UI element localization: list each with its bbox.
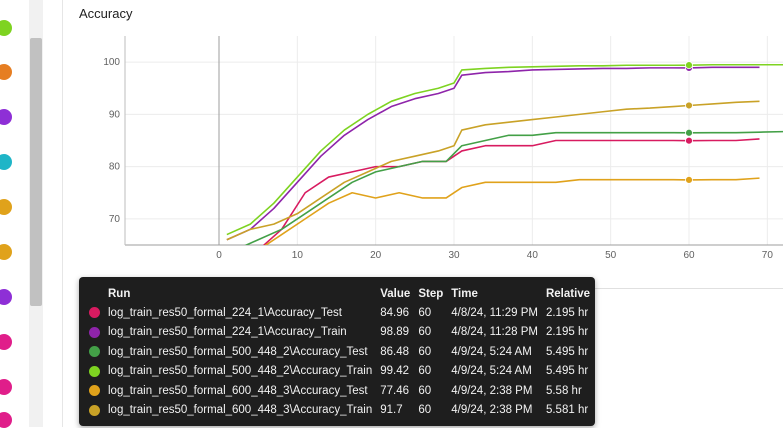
tooltip-cell-step: 60 <box>418 306 432 319</box>
tooltip-row-swatch-cell <box>85 362 104 382</box>
accuracy-line-chart[interactable]: 70 80 90 100 0 10 20 30 40 50 60 70 <box>90 28 783 268</box>
tooltip-cell-relative: 5.581 hr <box>545 404 589 417</box>
tooltip-header-row: Run Value Step Time Relative <box>85 285 594 303</box>
tooltip-row: log_train_res50_formal_224_1\Accuracy_Te… <box>85 303 594 323</box>
tooltip-cell-time: 4/8/24, 11:29 PM <box>451 306 538 319</box>
panel-divider <box>62 0 63 427</box>
tooltip-cell-value: 91.7 <box>380 404 403 417</box>
chart-tooltip: Run Value Step Time Relative log_train_r… <box>79 277 595 426</box>
tooltip-cell-run: log_train_res50_formal_500_448_2\Accurac… <box>108 365 373 378</box>
tooltip-header-run: Run <box>108 288 131 300</box>
run-toggle-dot[interactable] <box>0 334 12 350</box>
tooltip-cell-step: 60 <box>418 404 432 417</box>
tooltip-row: log_train_res50_formal_600_448_3\Accurac… <box>85 401 594 421</box>
y-tick-label: 80 <box>109 162 121 173</box>
tooltip-header-time: Time <box>451 288 478 300</box>
tooltip-cell-run: log_train_res50_formal_224_1\Accuracy_Te… <box>108 306 342 319</box>
tooltip-row-swatch-cell <box>85 323 104 343</box>
tooltip-cell-relative: 2.195 hr <box>545 326 589 339</box>
x-tick-label: 50 <box>605 250 617 261</box>
tooltip-cell-step: 60 <box>418 345 432 358</box>
run-toggle-dot[interactable] <box>0 109 12 125</box>
tooltip-cell-value: 98.89 <box>380 326 410 339</box>
hover-point-marker <box>685 61 693 70</box>
sidebar-scrollbar-thumb[interactable] <box>30 38 42 306</box>
tooltip-row-swatch-cell <box>85 303 104 323</box>
x-tick-label: 30 <box>448 250 460 261</box>
x-tick-label: 60 <box>683 250 695 261</box>
hover-point-marker <box>685 128 693 137</box>
hover-point-marker <box>685 101 693 110</box>
run-color-swatch <box>89 346 100 358</box>
tooltip-row: log_train_res50_formal_224_1\Accuracy_Tr… <box>85 323 594 343</box>
card-bottom-border <box>595 288 783 289</box>
series-line <box>226 63 783 236</box>
tooltip-header-swatch <box>85 285 104 303</box>
series-line <box>226 66 760 241</box>
tooltip-cell-run: log_train_res50_formal_224_1\Accuracy_Tr… <box>108 326 347 339</box>
run-color-strip <box>0 0 30 428</box>
tooltip-cell-relative: 2.195 hr <box>545 306 589 319</box>
tooltip-row: log_train_res50_formal_500_448_2\Accurac… <box>85 342 594 362</box>
tooltip-header-value: Value <box>380 288 411 300</box>
run-toggle-dot[interactable] <box>0 289 12 305</box>
tooltip-table: Run Value Step Time Relative log_train_r… <box>85 285 594 420</box>
series-line <box>226 100 760 241</box>
tooltip-cell-step: 60 <box>418 326 432 339</box>
run-color-swatch <box>89 365 100 377</box>
tooltip-cell-value: 84.96 <box>380 306 410 319</box>
series-line <box>262 138 760 245</box>
tooltip-cell-value: 99.42 <box>380 365 410 378</box>
run-toggle-dot[interactable] <box>0 154 12 170</box>
tooltip-header-step: Step <box>418 288 444 300</box>
y-tick-label: 90 <box>109 109 121 120</box>
tooltip-cell-value: 86.48 <box>380 345 410 358</box>
tooltip-row-swatch-cell <box>85 381 104 401</box>
tooltip-cell-relative: 5.495 hr <box>545 365 589 378</box>
series-line <box>264 177 760 245</box>
tooltip-cell-run: log_train_res50_formal_600_448_3\Accurac… <box>108 384 368 397</box>
tooltip-header-relative: Relative <box>545 288 591 300</box>
run-color-swatch <box>89 404 100 416</box>
run-toggle-dot[interactable] <box>0 244 12 260</box>
run-toggle-dot[interactable] <box>0 412 12 428</box>
tooltip-cell-run: log_train_res50_formal_600_448_3\Accurac… <box>108 404 373 417</box>
tooltip-cell-time: 4/8/24, 11:28 PM <box>451 326 538 339</box>
y-tick-label: 100 <box>103 57 120 68</box>
chart-card-title: Accuracy <box>79 6 133 21</box>
tooltip-cell-time: 4/9/24, 5:24 AM <box>451 345 532 358</box>
x-tick-label: 10 <box>292 250 304 261</box>
tooltip-cell-value: 77.46 <box>380 384 410 397</box>
run-toggle-dot[interactable] <box>0 20 12 36</box>
tooltip-cell-time: 4/9/24, 2:38 PM <box>451 404 533 417</box>
hover-point-marker <box>685 136 693 145</box>
tooltip-cell-time: 4/9/24, 5:24 AM <box>451 365 532 378</box>
run-toggle-dot[interactable] <box>0 379 12 395</box>
run-color-swatch <box>89 307 100 319</box>
x-tick-label: 20 <box>370 250 382 261</box>
tooltip-row: log_train_res50_formal_500_448_2\Accurac… <box>85 362 594 382</box>
run-toggle-dot[interactable] <box>0 199 12 215</box>
tooltip-cell-time: 4/9/24, 2:38 PM <box>451 384 533 397</box>
y-tick-label: 70 <box>109 214 121 225</box>
tooltip-row: log_train_res50_formal_600_448_3\Accurac… <box>85 381 594 401</box>
tooltip-cell-run: log_train_res50_formal_500_448_2\Accurac… <box>108 345 368 358</box>
tooltip-cell-step: 60 <box>418 384 432 397</box>
run-color-swatch <box>89 385 100 397</box>
series-line <box>244 130 783 245</box>
tooltip-cell-step: 60 <box>418 365 432 378</box>
x-tick-label: 0 <box>216 250 222 261</box>
tooltip-row-swatch-cell <box>85 342 104 362</box>
tooltip-cell-relative: 5.58 hr <box>545 384 582 397</box>
tooltip-cell-relative: 5.495 hr <box>545 345 589 358</box>
x-tick-label: 70 <box>762 250 774 261</box>
run-color-swatch <box>89 326 100 338</box>
x-tick-label: 40 <box>527 250 539 261</box>
hover-point-marker <box>685 175 693 184</box>
tooltip-row-swatch-cell <box>85 401 104 421</box>
run-toggle-dot[interactable] <box>0 64 12 80</box>
